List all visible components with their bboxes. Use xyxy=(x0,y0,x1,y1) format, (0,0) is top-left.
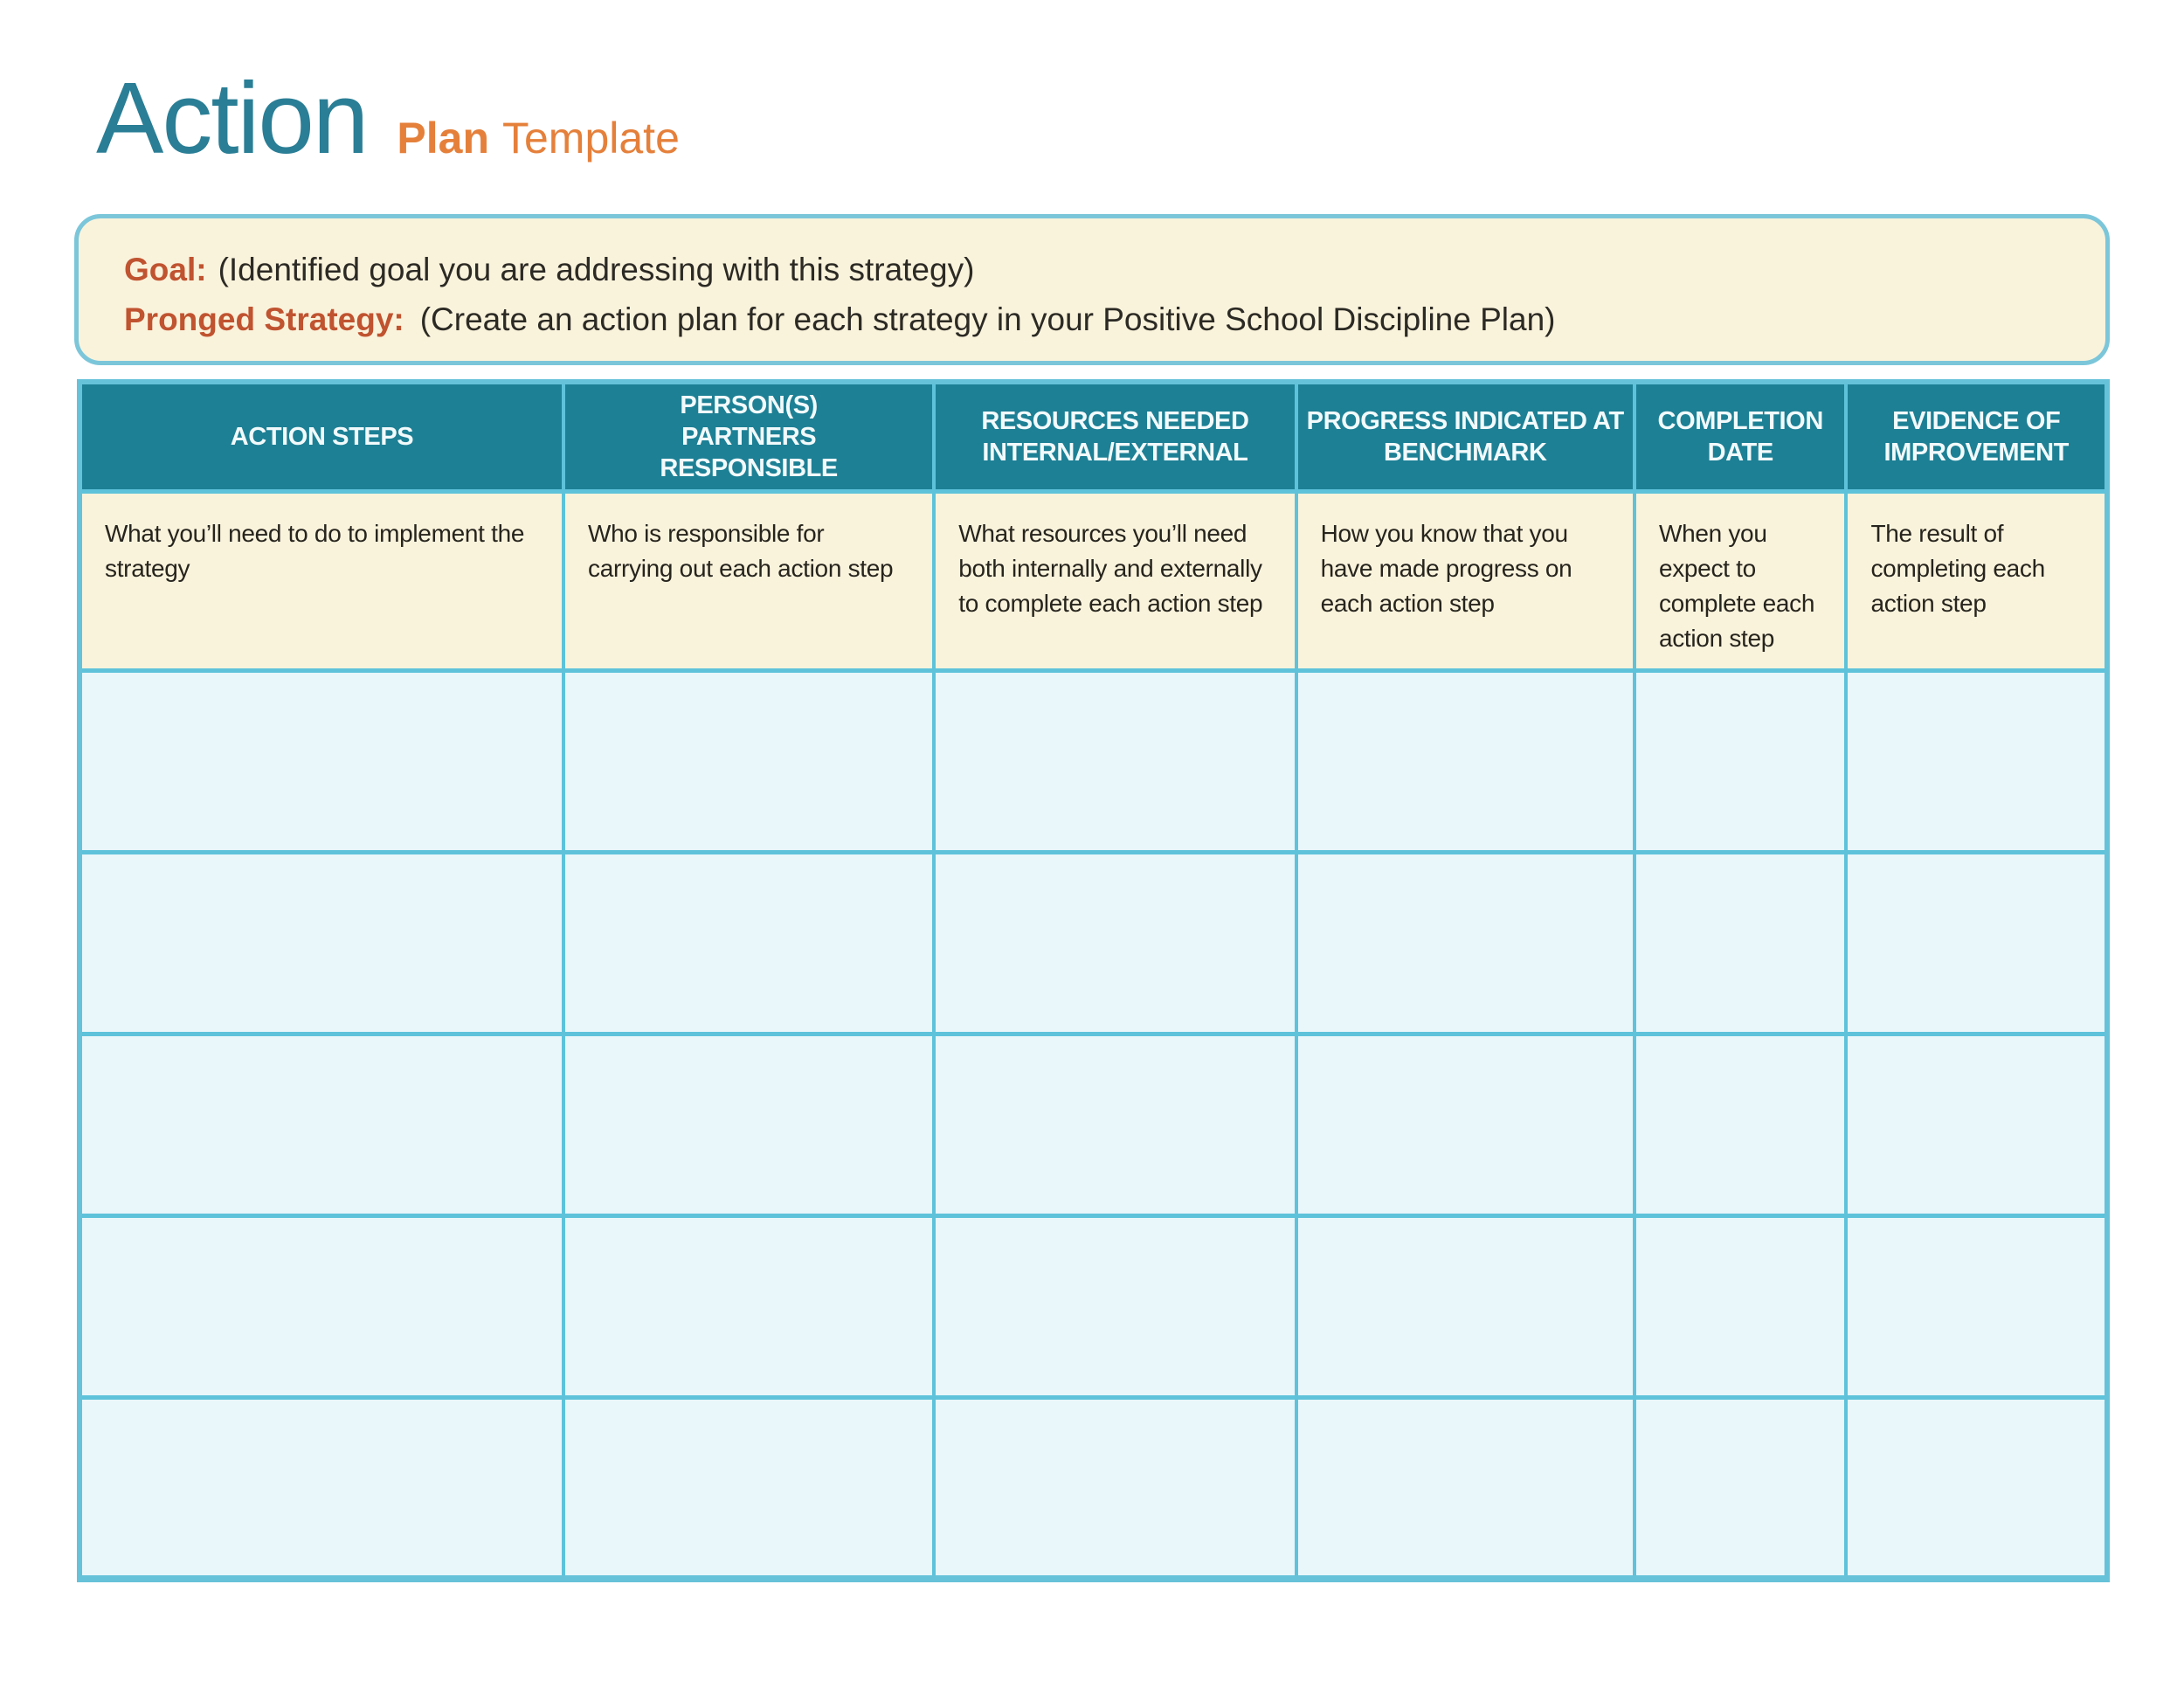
empty-cell xyxy=(562,1213,936,1400)
empty-cell xyxy=(1632,1394,1849,1581)
empty-cell xyxy=(932,1394,1298,1581)
column-header-person-s: PERSON(S) PARTNERS RESPONSIBLE xyxy=(562,379,936,494)
empty-cell xyxy=(562,1031,936,1218)
column-description-completion: When you expect to complete each action … xyxy=(1632,488,1849,673)
goal-text: (Identified goal you are addressing with… xyxy=(218,252,975,287)
column-description-evidence-of: The result of completing each action ste… xyxy=(1844,488,2109,673)
empty-row-5 xyxy=(77,1394,2109,1581)
empty-row-1 xyxy=(77,668,2109,854)
empty-cell xyxy=(932,849,1298,1036)
column-description-resources-needed: What resources you’ll need both internal… xyxy=(932,488,1298,673)
empty-cell xyxy=(1294,1213,1636,1400)
empty-cell xyxy=(1294,1031,1636,1218)
title-word-plan: Plan xyxy=(397,114,489,163)
pronged-strategy-label: Pronged Strategy: xyxy=(124,301,404,337)
empty-cell xyxy=(77,1394,566,1581)
column-header-action-steps: ACTION STEPS xyxy=(77,379,566,494)
empty-cell xyxy=(77,849,566,1036)
empty-cell xyxy=(77,1213,566,1400)
page-title: Action Plan Template xyxy=(96,61,680,175)
empty-cell xyxy=(1294,668,1636,854)
empty-cell xyxy=(932,668,1298,854)
pronged-strategy-text: (Create an action plan for each strategy… xyxy=(419,301,1556,337)
empty-cell xyxy=(1632,1213,1849,1400)
empty-row-4 xyxy=(77,1213,2109,1400)
column-header-progress-indicated-at: PROGRESS INDICATED AT BENCHMARK xyxy=(1294,379,1636,494)
column-header-completion: COMPLETION DATE xyxy=(1632,379,1849,494)
goal-line: Goal: (Identified goal you are addressing… xyxy=(124,245,2070,294)
empty-cell xyxy=(1632,668,1849,854)
empty-cell xyxy=(1294,1394,1636,1581)
empty-cell xyxy=(932,1213,1298,1400)
empty-row-3 xyxy=(77,1031,2109,1218)
column-header-evidence-of: EVIDENCE OF IMPROVEMENT xyxy=(1844,379,2109,494)
title-word-template: Template xyxy=(502,114,680,163)
empty-cell xyxy=(77,668,566,854)
empty-cell xyxy=(1844,1394,2109,1581)
empty-cell xyxy=(1844,1213,2109,1400)
column-description-progress-indicated-at: How you know that you have made progress… xyxy=(1294,488,1636,673)
table-header-row: ACTION STEPS PERSON(S) PARTNERS RESPONSIB… xyxy=(77,379,2109,494)
empty-cell xyxy=(1632,849,1849,1036)
title-word-action: Action xyxy=(96,61,369,175)
column-description-person-s: Who is responsible for carrying out each… xyxy=(562,488,936,673)
empty-cell xyxy=(1844,668,2109,854)
empty-cell xyxy=(1844,849,2109,1036)
goal-callout-box: Goal: (Identified goal you are addressing… xyxy=(74,214,2110,365)
empty-cell xyxy=(562,1394,936,1581)
action-plan-table: ACTION STEPS PERSON(S) PARTNERS RESPONSIB… xyxy=(77,379,2110,1582)
empty-cell xyxy=(77,1031,566,1218)
empty-cell xyxy=(1632,1031,1849,1218)
empty-cell xyxy=(562,668,936,854)
empty-cell xyxy=(562,849,936,1036)
empty-cell xyxy=(1294,849,1636,1036)
description-row: What you’ll need to do to implement the … xyxy=(77,488,2109,673)
goal-label: Goal: xyxy=(124,252,207,287)
column-header-resources-needed: RESOURCES NEEDED INTERNAL/EXTERNAL xyxy=(932,379,1298,494)
pronged-strategy-line: Pronged Strategy: (Create an action plan … xyxy=(124,294,2070,344)
empty-row-2 xyxy=(77,849,2109,1036)
empty-cell xyxy=(1844,1031,2109,1218)
empty-cell xyxy=(932,1031,1298,1218)
column-description-action-steps: What you’ll need to do to implement the … xyxy=(77,488,566,673)
